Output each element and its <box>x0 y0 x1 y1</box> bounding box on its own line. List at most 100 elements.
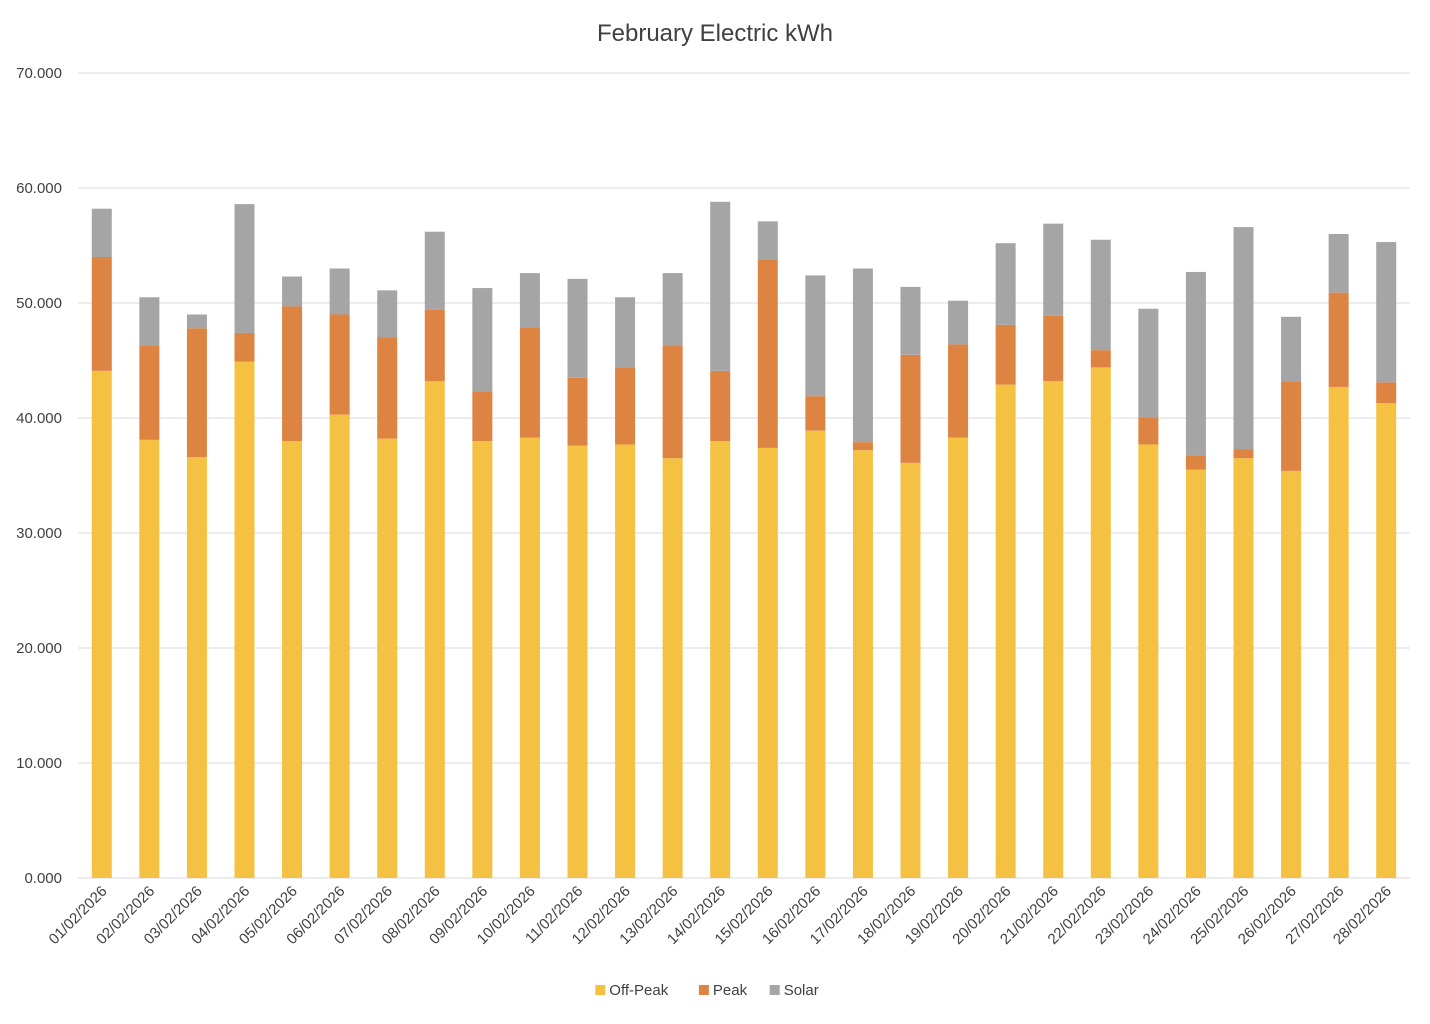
bar-solar <box>948 300 969 345</box>
bar-peak <box>615 367 636 445</box>
bar-peak <box>1043 315 1064 382</box>
bar-off-peak <box>186 457 207 878</box>
bar-peak <box>662 345 683 459</box>
bar-peak <box>1328 292 1349 387</box>
bar-solar <box>234 204 255 333</box>
bar-off-peak <box>234 361 255 878</box>
bar-peak <box>900 354 921 463</box>
legend: Off-Peak Peak Solar <box>595 982 819 999</box>
bar-solar <box>1233 227 1254 450</box>
bar-off-peak <box>1233 458 1254 878</box>
y-tick-label: 70.000 <box>16 65 62 82</box>
bar-solar <box>662 273 683 346</box>
bar-solar <box>757 221 778 260</box>
y-tick-label: 20.000 <box>16 640 62 657</box>
bar-solar <box>852 268 873 443</box>
bar-peak <box>1376 382 1397 404</box>
bar-peak <box>1281 381 1302 471</box>
bar-off-peak <box>710 441 731 878</box>
bar-peak <box>329 314 350 415</box>
bar-peak <box>852 442 873 451</box>
y-tick-label: 60.000 <box>16 180 62 197</box>
bar-peak <box>757 259 778 448</box>
bar-solar <box>567 278 588 378</box>
bar-peak <box>948 344 969 438</box>
bars <box>91 201 1397 878</box>
bar-solar <box>1090 239 1111 351</box>
bar-off-peak <box>1138 444 1159 878</box>
chart-title: February Electric kWh <box>597 20 833 47</box>
bar-off-peak <box>852 450 873 878</box>
bar-off-peak <box>329 414 350 878</box>
legend-label: Solar <box>784 982 819 999</box>
bar-peak <box>234 332 255 362</box>
bar-solar <box>615 297 636 368</box>
bar-peak <box>139 345 160 440</box>
bar-off-peak <box>519 437 540 878</box>
bar-solar <box>282 276 303 307</box>
bar-peak <box>710 370 731 441</box>
bar-peak <box>1138 418 1159 445</box>
bar-off-peak <box>995 384 1016 878</box>
bar-solar <box>900 286 921 355</box>
bar-solar <box>1185 271 1206 456</box>
bar-peak <box>472 391 493 441</box>
bar-peak <box>424 309 445 382</box>
bar-off-peak <box>472 441 493 878</box>
x-axis-ticks: 01/02/202602/02/202603/02/202604/02/2026… <box>46 883 1396 948</box>
bar-solar <box>139 297 160 346</box>
bar-off-peak <box>139 439 160 878</box>
bar-peak <box>1185 455 1206 470</box>
bar-peak <box>1090 350 1111 368</box>
y-axis-ticks: 0.000 10.000 20.000 30.000 40.000 50.000 60.00… <box>16 65 62 887</box>
bar-solar <box>1281 316 1302 382</box>
bar-solar <box>805 275 826 397</box>
bar-solar <box>329 268 350 315</box>
bar-off-peak <box>757 447 778 878</box>
bar-peak <box>805 396 826 431</box>
bar-solar <box>377 290 398 338</box>
bar-off-peak <box>91 370 112 878</box>
gridlines <box>78 72 1410 879</box>
bar-solar <box>710 201 731 371</box>
bar-peak <box>519 327 540 438</box>
legend-label: Peak <box>713 982 748 999</box>
bar-off-peak <box>662 458 683 878</box>
y-tick-label: 40.000 <box>16 410 62 427</box>
y-tick-label: 50.000 <box>16 295 62 312</box>
bar-peak <box>377 337 398 439</box>
legend-swatch <box>769 985 780 995</box>
y-tick-label: 10.000 <box>16 755 62 772</box>
bar-solar <box>472 288 493 392</box>
bar-peak <box>995 324 1016 385</box>
bar-solar <box>1328 234 1349 293</box>
bar-off-peak <box>1328 386 1349 878</box>
bar-off-peak <box>900 462 921 878</box>
bar-solar <box>186 314 207 329</box>
bar-off-peak <box>377 438 398 878</box>
bar-peak <box>186 328 207 458</box>
legend-swatch <box>698 985 709 995</box>
bar-off-peak <box>1090 367 1111 878</box>
bar-solar <box>1376 242 1397 383</box>
bar-off-peak <box>567 445 588 878</box>
bar-solar <box>1043 223 1064 316</box>
bar-off-peak <box>1043 381 1064 878</box>
bar-peak <box>91 257 112 371</box>
bar-off-peak <box>805 430 826 878</box>
bar-peak <box>1233 449 1254 459</box>
bar-solar <box>1138 308 1159 418</box>
y-tick-label: 30.000 <box>16 525 62 542</box>
y-tick-label: 0.000 <box>24 870 62 887</box>
bar-solar <box>519 273 540 328</box>
bar-off-peak <box>1281 470 1302 878</box>
bar-peak <box>282 306 303 441</box>
legend-label: Off-Peak <box>609 982 668 999</box>
bar-off-peak <box>1376 403 1397 878</box>
bar-peak <box>567 377 588 446</box>
bar-off-peak <box>615 444 636 878</box>
legend-swatch <box>595 985 606 995</box>
bar-solar <box>424 231 445 310</box>
